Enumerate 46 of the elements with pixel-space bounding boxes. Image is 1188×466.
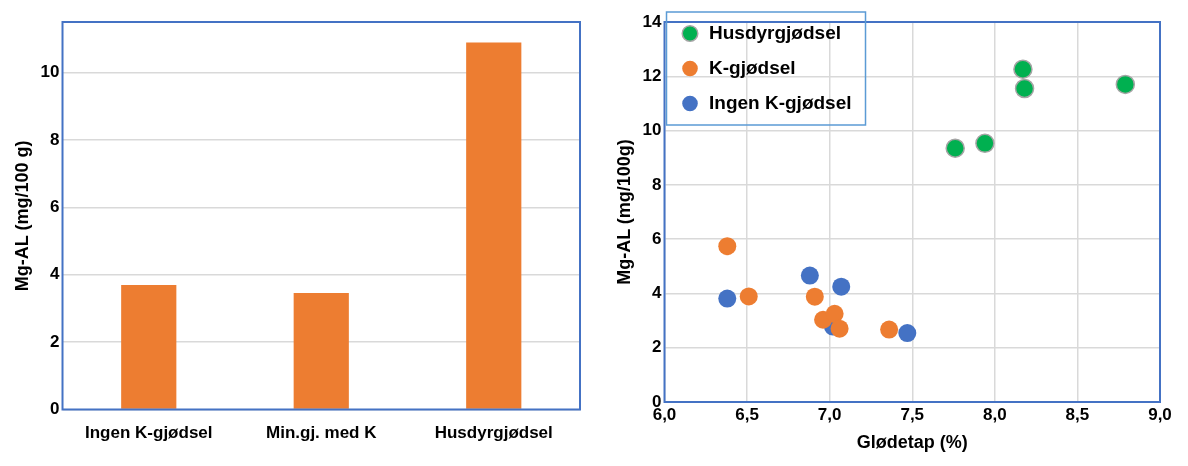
y-tick-label: 8 xyxy=(50,129,60,149)
point xyxy=(880,320,899,339)
legend-label: K-gjødsel xyxy=(709,56,796,78)
y-tick-label: 6 xyxy=(652,228,662,248)
y-axis-title: Mg-AL (mg/100g) xyxy=(613,139,634,285)
point xyxy=(945,138,965,158)
point xyxy=(832,277,851,296)
x-tick-label: 8,5 xyxy=(1065,404,1090,424)
x-tick-label: Min.gj. med K xyxy=(266,423,378,443)
x-tick-label: 7,0 xyxy=(817,404,842,424)
x-tick-label: 8,0 xyxy=(983,404,1007,424)
point xyxy=(718,237,737,256)
bar xyxy=(293,292,349,409)
x-tick-label: Ingen K-gjødsel xyxy=(85,423,213,443)
y-tick-label: 10 xyxy=(642,120,662,140)
y-tick-label: 10 xyxy=(40,62,60,82)
y-tick-label: 8 xyxy=(652,174,662,194)
x-tick-label: 7,5 xyxy=(900,404,925,424)
y-tick-label: 12 xyxy=(642,65,662,85)
point xyxy=(718,289,737,308)
y-tick-label: 6 xyxy=(50,197,60,217)
point xyxy=(800,266,819,285)
y-tick-label: 0 xyxy=(50,399,60,419)
x-tick-label: 9,0 xyxy=(1148,404,1172,424)
point xyxy=(898,324,917,343)
y-tick-label: 2 xyxy=(652,337,662,357)
point xyxy=(1014,78,1035,99)
point xyxy=(825,304,844,323)
point xyxy=(1013,59,1033,79)
bar xyxy=(121,284,177,409)
y-tick-label: 4 xyxy=(50,264,61,284)
y-axis-title: Mg-AL (mg/100 g) xyxy=(11,140,32,292)
point xyxy=(1115,74,1136,95)
legend-label: Ingen K-gjødsel xyxy=(709,91,852,113)
y-tick-label: 4 xyxy=(652,283,663,303)
point xyxy=(975,133,995,154)
x-tick-label: Husdyrgjødsel xyxy=(434,423,553,443)
bar xyxy=(466,42,522,409)
point xyxy=(830,319,849,338)
point xyxy=(805,287,824,306)
y-tick-label: 2 xyxy=(50,331,60,351)
legend-label: Husdyrgjødsel xyxy=(709,21,841,43)
y-tick-label: 14 xyxy=(642,11,663,31)
point xyxy=(739,287,758,306)
x-axis-title: Glødetap (%) xyxy=(856,432,968,453)
x-tick-label: 6,5 xyxy=(735,404,759,424)
